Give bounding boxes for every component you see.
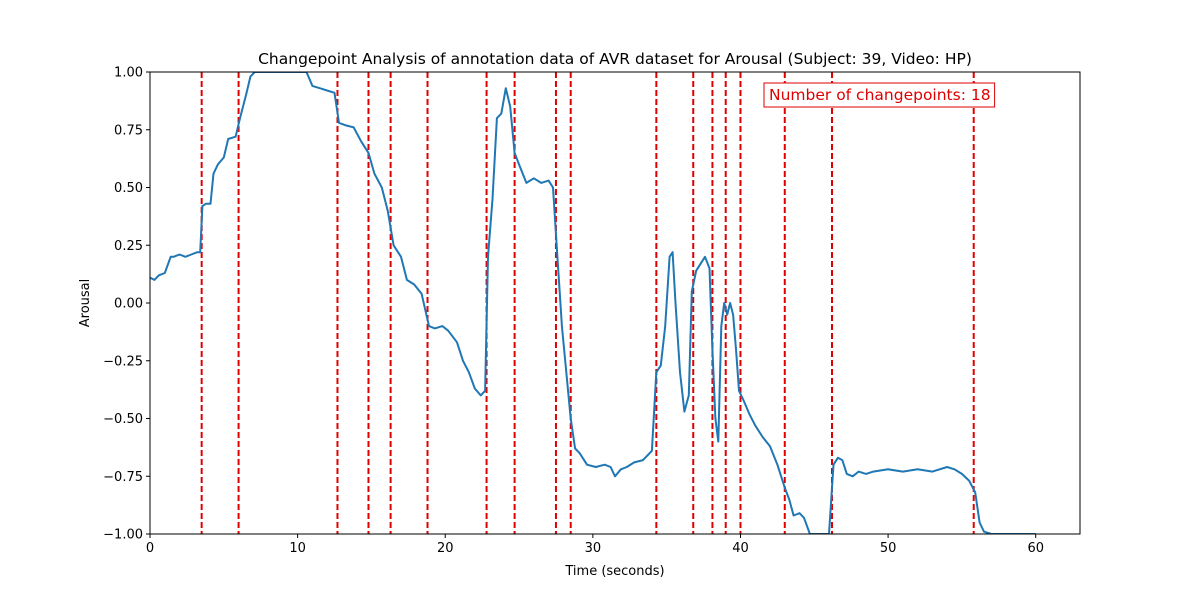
y-tick-label: 0.50	[114, 181, 143, 196]
y-tick-label: −0.75	[103, 470, 143, 485]
x-tick-label: 60	[1027, 541, 1044, 556]
annotation-box	[763, 82, 996, 108]
y-axis: −1.00 −0.75 −0.50 −0.25 0.00 0.25 0.50 0.75 1.00	[103, 66, 150, 543]
y-tick-label: −1.00	[103, 528, 143, 543]
y-tick-label: −0.25	[103, 354, 143, 369]
series-line-group	[150, 72, 1036, 534]
annotation-text: Number of changepoints: 18	[769, 86, 991, 104]
y-tick-label: 0.75	[114, 123, 143, 138]
x-tick-label: 20	[437, 541, 454, 556]
x-tick-label: 0	[146, 541, 154, 556]
series-line-1	[150, 72, 1036, 534]
changepoint-count-annotation: Number of changepoints: 18	[763, 82, 996, 108]
chart-title: Changepoint Analysis of annotation data …	[258, 50, 972, 68]
x-tick-label: 10	[289, 541, 306, 556]
x-tick-label: 50	[880, 541, 897, 556]
x-tick-label: 30	[585, 541, 602, 556]
x-axis: 0 10 20 30 40 50 60	[146, 534, 1044, 556]
x-axis-label: Time (seconds)	[564, 564, 664, 579]
x-tick-label: 40	[732, 541, 749, 556]
y-tick-label: 1.00	[114, 66, 143, 81]
plot-frame	[149, 71, 1081, 535]
y-tick-label: 0.00	[114, 297, 143, 312]
y-tick-label: −0.50	[103, 412, 143, 427]
y-axis-label: Arousal	[78, 279, 93, 328]
y-tick-label: 0.25	[114, 239, 143, 254]
